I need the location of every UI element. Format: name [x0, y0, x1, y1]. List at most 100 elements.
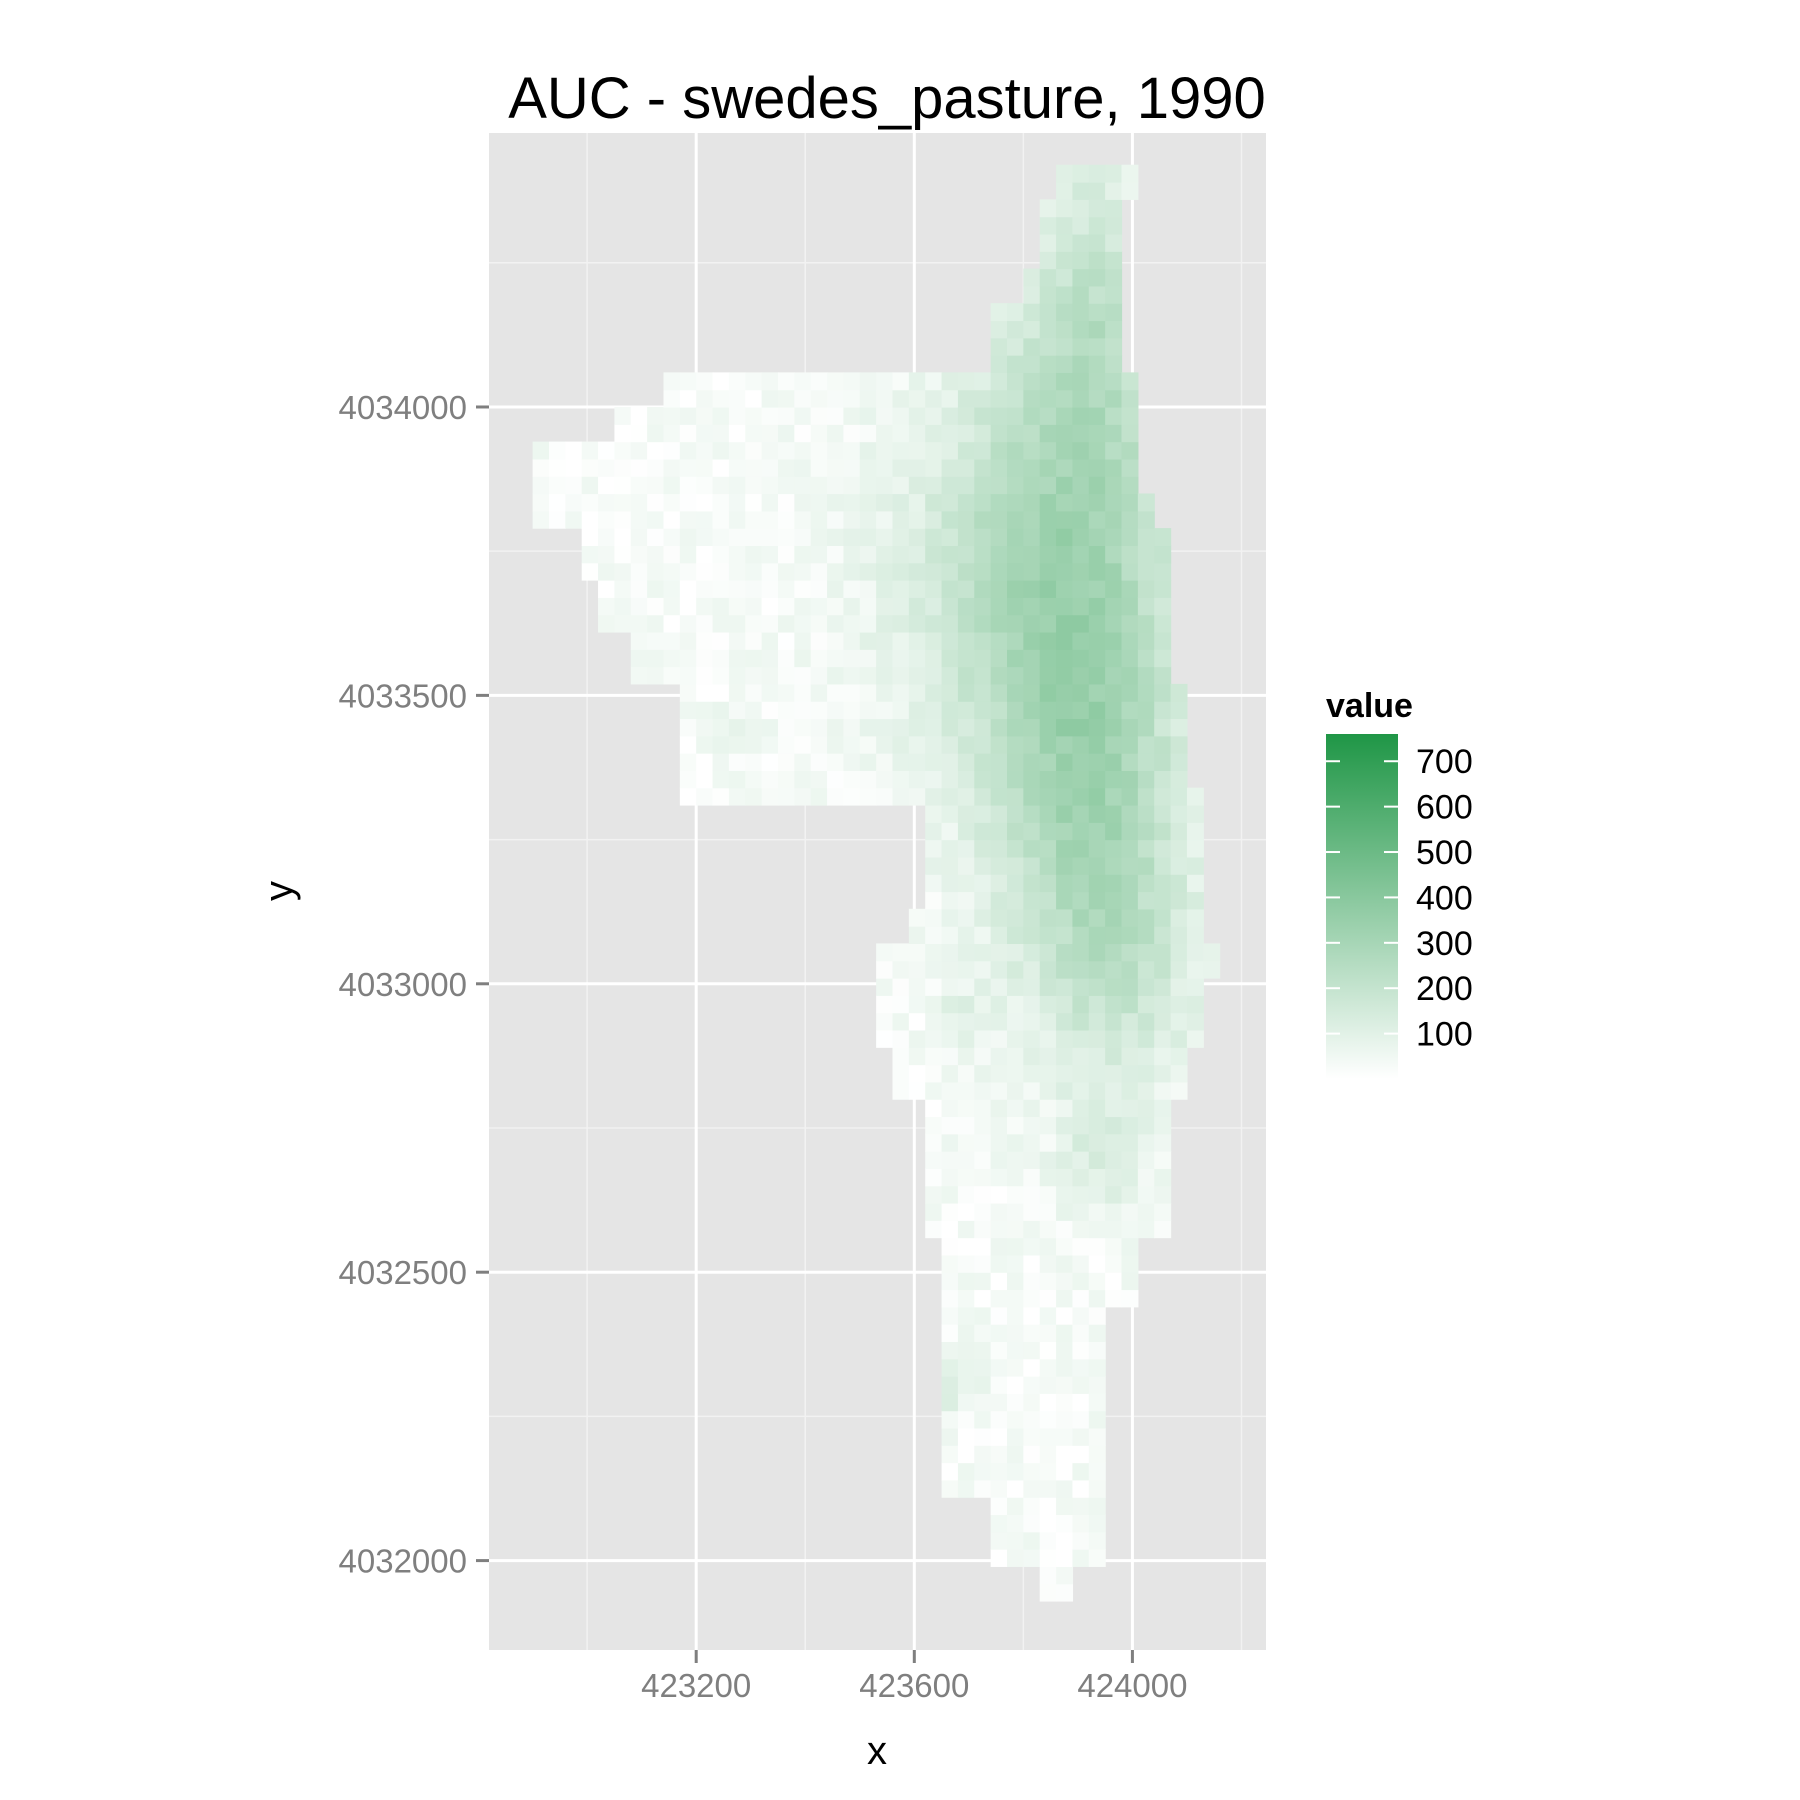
raster-cell: [1007, 701, 1024, 720]
raster-cell: [957, 995, 975, 1014]
raster-cell: [925, 424, 943, 443]
raster-cell: [1039, 320, 1057, 339]
raster-cell: [532, 510, 550, 529]
raster-cell: [712, 580, 730, 598]
raster-cell: [1170, 960, 1188, 979]
raster-cell: [1088, 804, 1106, 823]
raster-cell: [941, 839, 959, 858]
raster-cell: [761, 631, 779, 650]
raster-cell: [728, 735, 746, 754]
raster-cell: [941, 580, 959, 598]
raster-cell: [810, 424, 828, 443]
raster-cell: [1088, 285, 1106, 304]
raster-cell: [1088, 1237, 1106, 1256]
raster-cell: [712, 718, 730, 737]
raster-cell: [1088, 753, 1106, 771]
raster-cell: [712, 770, 730, 789]
raster-cell: [1023, 753, 1041, 771]
raster-cell: [1170, 701, 1188, 720]
raster-cell: [1186, 891, 1204, 910]
raster-cell: [859, 545, 877, 564]
raster-cell: [1023, 1393, 1041, 1412]
raster-cell: [974, 372, 992, 391]
raster-cell: [663, 389, 681, 408]
raster-cell: [1007, 1479, 1024, 1498]
raster-cell: [1105, 874, 1123, 893]
raster-cell: [957, 1376, 975, 1394]
raster-cell: [1072, 1479, 1090, 1498]
raster-cell: [745, 753, 763, 771]
raster-cell: [1007, 995, 1024, 1014]
raster-cell: [974, 701, 992, 720]
raster-cell: [1007, 1064, 1024, 1083]
raster-cell: [859, 649, 877, 668]
raster-cell: [1056, 683, 1074, 702]
raster-cell: [941, 1202, 959, 1221]
raster-cell: [925, 666, 943, 685]
raster-cell: [679, 649, 697, 668]
raster-cell: [1088, 1341, 1106, 1360]
raster-cell: [1186, 839, 1204, 858]
raster-cell: [892, 372, 910, 391]
raster-cell: [1007, 1254, 1024, 1273]
raster-cell: [876, 649, 894, 668]
raster-cell: [892, 389, 910, 408]
raster-cell: [548, 476, 566, 495]
raster-cell: [1023, 1462, 1041, 1481]
raster-cell: [1154, 804, 1172, 823]
raster-cell: [581, 545, 599, 564]
raster-cell: [1039, 199, 1057, 218]
raster-cell: [777, 666, 795, 685]
raster-cell: [1072, 1341, 1090, 1360]
raster-cell: [1154, 1064, 1172, 1083]
raster-cell: [777, 787, 795, 806]
raster-cell: [1137, 1012, 1155, 1031]
raster-cell: [1039, 1099, 1057, 1118]
raster-cell: [990, 804, 1008, 823]
raster-cell: [614, 441, 632, 460]
raster-cell: [957, 1168, 975, 1187]
raster-cell: [990, 320, 1008, 339]
raster-cell: [761, 424, 779, 443]
raster-cell: [892, 562, 910, 581]
raster-cell: [1039, 1237, 1057, 1256]
raster-cell: [892, 701, 910, 720]
legend-tick-label: 300: [1416, 925, 1473, 963]
raster-cell: [1072, 268, 1090, 287]
raster-cell: [892, 493, 910, 512]
raster-cell: [876, 372, 894, 391]
raster-cell: [630, 545, 648, 564]
raster-cell: [827, 372, 845, 391]
raster-cell: [1072, 753, 1090, 771]
raster-cell: [941, 701, 959, 720]
raster-cell: [1056, 753, 1074, 771]
raster-cell: [941, 718, 959, 737]
raster-cell: [1154, 528, 1172, 547]
raster-cell: [843, 718, 861, 737]
raster-cell: [974, 822, 992, 841]
raster-cell: [728, 701, 746, 720]
raster-cell: [1023, 389, 1041, 408]
raster-cell: [1105, 701, 1123, 720]
raster-cell: [1154, 995, 1172, 1014]
raster-cell: [1088, 268, 1106, 287]
raster-cell: [925, 493, 943, 512]
raster-cell: [876, 389, 894, 408]
raster-cell: [1023, 1445, 1041, 1464]
raster-cell: [974, 995, 992, 1014]
raster-cell: [941, 1185, 959, 1204]
raster-cell: [745, 701, 763, 720]
raster-cell: [647, 510, 665, 529]
raster-cell: [1023, 718, 1041, 737]
raster-cell: [647, 562, 665, 581]
raster-cell: [777, 424, 795, 443]
raster-cell: [974, 562, 992, 581]
raster-cell: [1023, 978, 1041, 996]
raster-cell: [728, 770, 746, 789]
raster-cell: [1121, 1289, 1139, 1308]
raster-cell: [1170, 1012, 1188, 1031]
raster-cell: [1154, 770, 1172, 789]
raster-cell: [1154, 1202, 1172, 1221]
raster-cell: [827, 735, 845, 754]
raster-cell: [1072, 995, 1090, 1014]
